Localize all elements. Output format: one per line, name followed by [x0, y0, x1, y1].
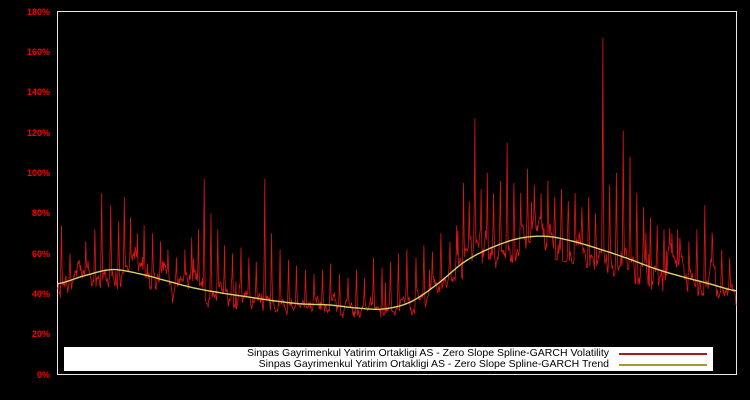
legend-line-sample-volatility — [619, 352, 707, 355]
plot-border — [57, 11, 737, 375]
y-axis-tick-label: 20% — [31, 329, 50, 340]
y-axis-tick-label: 60% — [31, 248, 50, 259]
legend-item-volatility: Sinpas Gayrimenkul Yatirim Ortakligi AS … — [64, 348, 713, 359]
y-axis-tick-label: 100% — [26, 167, 50, 178]
y-axis-tick-label: 160% — [26, 46, 50, 57]
legend-label-trend: Sinpas Gayrimenkul Yatirim Ortakligi AS … — [258, 358, 609, 370]
y-axis-tick-label: 140% — [26, 87, 50, 98]
y-axis-tick-label: 80% — [31, 208, 50, 219]
chart-legend: Sinpas Gayrimenkul Yatirim Ortakligi AS … — [64, 347, 713, 371]
legend-line-sample-trend — [619, 363, 707, 366]
legend-label-volatility: Sinpas Gayrimenkul Yatirim Ortakligi AS … — [247, 347, 609, 359]
y-axis-tick-label: 40% — [31, 288, 50, 299]
trend-series-line — [57, 235, 737, 310]
volatility-series-line — [57, 37, 737, 319]
y-axis-tick-label: 180% — [26, 6, 50, 17]
y-axis: 0% 20% 40% 60% 80% 100% 120% 140% 160% 180% — [0, 0, 52, 400]
y-axis-tick-label: 120% — [26, 127, 50, 138]
y-axis-tick-label: 0% — [36, 369, 50, 380]
legend-item-trend: Sinpas Gayrimenkul Yatirim Ortakligi AS … — [64, 359, 713, 370]
